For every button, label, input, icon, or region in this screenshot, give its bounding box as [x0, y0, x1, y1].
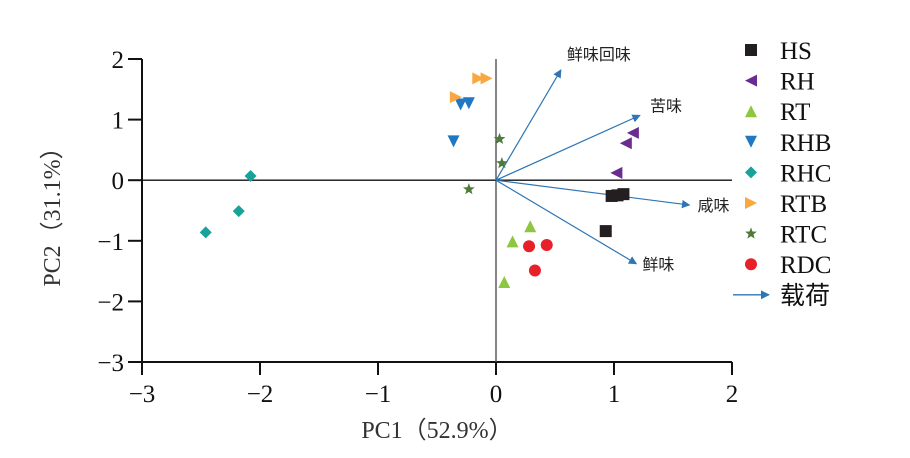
- legend-label: RTC: [780, 222, 827, 249]
- data-point: [447, 135, 460, 148]
- data-point: [626, 126, 639, 139]
- series-hs: [599, 188, 630, 238]
- series-rh: [610, 126, 639, 179]
- legend: HS RH RT RHB RHC RTB RTC RDC 载荷: [733, 38, 831, 310]
- x-tick-label: −2: [247, 381, 274, 408]
- square-icon: [745, 44, 757, 56]
- legend-item-rt: RT: [745, 99, 810, 126]
- legend-label: HS: [780, 38, 812, 65]
- legend-item-loadings: 载荷: [733, 282, 830, 310]
- data-point: [496, 157, 508, 169]
- legend-label: RDC: [780, 252, 831, 279]
- data-point: [619, 137, 632, 150]
- legend-item-rtc: RTC: [745, 222, 827, 249]
- triangle-down-icon: [745, 135, 757, 148]
- data-point: [480, 72, 493, 85]
- data-point: [244, 169, 257, 182]
- legend-item-hs: HS: [745, 38, 812, 65]
- legend-item-rhc: RHC: [745, 160, 831, 187]
- series-rtb: [449, 72, 493, 104]
- data-point: [524, 220, 537, 233]
- y-tick-label: 2: [112, 47, 125, 74]
- data-point: [617, 188, 630, 201]
- zero-lines: [142, 59, 732, 362]
- data-point: [199, 226, 212, 239]
- legend-item-rtb: RTB: [745, 191, 827, 218]
- data-point: [540, 239, 553, 252]
- loading-arrow: [495, 179, 638, 265]
- loading-arrow: [495, 69, 562, 181]
- y-tick-label: −3: [97, 350, 124, 377]
- loading-arrow: [495, 179, 691, 209]
- series-rhc: [199, 169, 257, 239]
- series-rt: [498, 220, 537, 289]
- series-rtc: [462, 132, 508, 195]
- loading-label: 苦味: [650, 96, 682, 115]
- y-tick-label: 0: [112, 168, 125, 195]
- legend-label: RT: [780, 99, 810, 126]
- y-tick-label: −1: [97, 229, 124, 256]
- legend-label: RTB: [780, 191, 827, 218]
- triangle-left-icon: [745, 74, 757, 87]
- data-point: [472, 72, 485, 85]
- diamond-icon: [745, 166, 757, 179]
- legend-item-rdc: RDC: [745, 252, 831, 279]
- loading-label: 咸味: [698, 196, 730, 215]
- legend-item-rhb: RHB: [745, 130, 831, 157]
- x-axis-title: PC1（52.9%）: [361, 418, 512, 444]
- legend-label: RHB: [780, 130, 831, 157]
- star-icon: [745, 227, 757, 239]
- data-point: [528, 264, 541, 277]
- legend-label: RHC: [780, 160, 831, 187]
- loading-label: 鲜味回味: [567, 45, 631, 64]
- x-tick-label: 1: [608, 381, 621, 408]
- axes: [128, 58, 733, 375]
- series-rhb: [447, 97, 475, 148]
- data-point: [462, 183, 475, 195]
- loading-label: 鲜味: [642, 255, 674, 274]
- data-point: [493, 132, 506, 145]
- legend-item-rh: RH: [745, 69, 815, 96]
- triangle-up-icon: [745, 105, 757, 118]
- data-point: [523, 240, 536, 253]
- data-point: [462, 97, 475, 110]
- x-tick-label: −1: [365, 381, 392, 408]
- data-point: [610, 166, 623, 179]
- x-tick-label: −3: [129, 381, 156, 408]
- data-point: [454, 98, 467, 111]
- tick-labels: −3 −2 −1 0 1 2 −3 −2 −1 0 1 2: [97, 47, 738, 408]
- loading-arrow: [495, 114, 641, 181]
- x-tick-label: 2: [726, 381, 739, 408]
- circle-icon: [745, 258, 757, 271]
- data-point: [506, 235, 519, 248]
- data-point: [449, 91, 462, 104]
- data-point: [599, 225, 612, 238]
- y-axis-title: PC2（31.1%）: [40, 135, 66, 286]
- y-tick-label: 1: [112, 108, 125, 135]
- legend-label: RH: [780, 69, 815, 96]
- series-rdc: [523, 239, 553, 277]
- x-tick-label: 0: [490, 381, 503, 408]
- data-points: [199, 72, 639, 289]
- data-point: [232, 205, 245, 218]
- legend-label: 载荷: [780, 282, 830, 310]
- y-tick-label: −2: [97, 289, 124, 316]
- data-point: [498, 276, 511, 289]
- triangle-right-icon: [745, 197, 757, 209]
